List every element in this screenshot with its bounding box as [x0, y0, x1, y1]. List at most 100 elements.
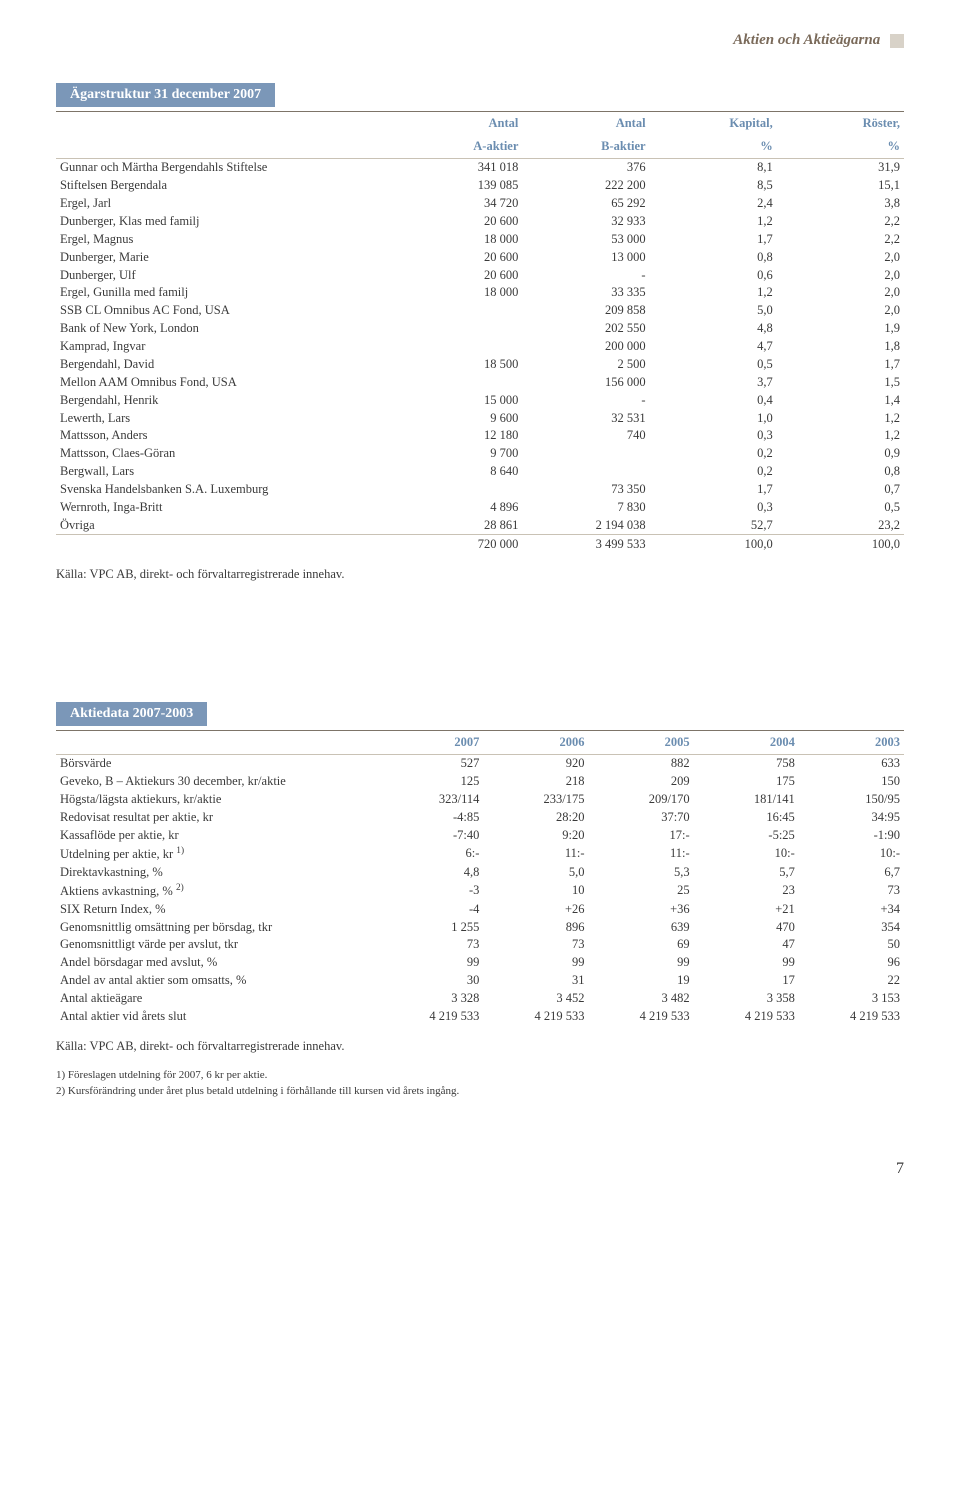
table-cell: 0,5 — [777, 498, 904, 516]
table-cell: 139 085 — [395, 177, 522, 195]
table-cell: 720 000 — [395, 535, 522, 553]
table-cell: 0,3 — [650, 427, 777, 445]
table-cell: 23 — [694, 881, 799, 900]
table-cell: 4 219 533 — [378, 1007, 483, 1025]
table-cell: Mattsson, Anders — [56, 427, 395, 445]
table-cell: Andel av antal aktier som omsatts, % — [56, 972, 378, 990]
table-cell: 2,0 — [777, 302, 904, 320]
table-cell: Wernroth, Inga-Britt — [56, 498, 395, 516]
table-cell: 10:- — [799, 844, 904, 863]
table-row: Ergel, Jarl34 72065 2922,43,8 — [56, 195, 904, 213]
table-cell: 15 000 — [395, 391, 522, 409]
table-cell: +36 — [589, 900, 694, 918]
table-cell: 175 — [694, 773, 799, 791]
table-cell: 740 — [522, 427, 649, 445]
column-header — [56, 731, 378, 754]
page-number: 7 — [56, 1160, 904, 1178]
table-cell: 8 640 — [395, 463, 522, 481]
table-cell: 896 — [483, 918, 588, 936]
table-cell: 50 — [799, 936, 904, 954]
table-cell: Mattsson, Claes-Göran — [56, 445, 395, 463]
table-cell: 28 861 — [395, 516, 522, 534]
table-cell: 12 180 — [395, 427, 522, 445]
table-cell: 202 550 — [522, 320, 649, 338]
table-cell: 1,4 — [777, 391, 904, 409]
table-cell: Bergendahl, David — [56, 355, 395, 373]
footnote-1: 1) Föreslagen utdelning för 2007, 6 kr p… — [56, 1068, 904, 1084]
table-cell: 23,2 — [777, 516, 904, 534]
table-row: Bergwall, Lars8 6400,20,8 — [56, 463, 904, 481]
table-cell: 0,2 — [650, 463, 777, 481]
table-cell: 10:- — [694, 844, 799, 863]
table-cell: 0,2 — [650, 445, 777, 463]
table-row: Bergendahl, Henrik15 000-0,41,4 — [56, 391, 904, 409]
column-subheader: A-aktier — [395, 135, 522, 158]
page-header: Aktien och Aktieägarna — [56, 32, 904, 49]
table-cell: 4 219 533 — [694, 1007, 799, 1025]
table-cell: -7:40 — [378, 826, 483, 844]
table-cell: 3 328 — [378, 990, 483, 1008]
table-cell: Genomsnittligt värde per avslut, tkr — [56, 936, 378, 954]
table-cell: 18 000 — [395, 230, 522, 248]
table-cell: 222 200 — [522, 177, 649, 195]
table-row: Mellon AAM Omnibus Fond, USA156 0003,71,… — [56, 373, 904, 391]
table-cell — [395, 320, 522, 338]
table-cell: +21 — [694, 900, 799, 918]
table-row: Aktiens avkastning, % 2)-310252373 — [56, 881, 904, 900]
table-cell: 6,7 — [799, 863, 904, 881]
table-cell — [395, 373, 522, 391]
table-cell: Genomsnittlig omsättning per börsdag, tk… — [56, 918, 378, 936]
table-cell: 100,0 — [650, 535, 777, 553]
table-row: Antal aktieägare3 3283 4523 4823 3583 15… — [56, 990, 904, 1008]
table-row: Kamprad, Ingvar200 0004,71,8 — [56, 338, 904, 356]
column-header: 2003 — [799, 731, 904, 754]
table-cell: 1,2 — [650, 212, 777, 230]
table-row: SSB CL Omnibus AC Fond, USA209 8585,02,0 — [56, 302, 904, 320]
table-cell: 376 — [522, 159, 649, 177]
table-cell: 3 452 — [483, 990, 588, 1008]
column-subheader: % — [650, 135, 777, 158]
table-cell: 3,7 — [650, 373, 777, 391]
table-cell: 209 — [589, 773, 694, 791]
table-cell: - — [522, 391, 649, 409]
table-cell: 209/170 — [589, 791, 694, 809]
table-row: Övriga28 8612 194 03852,723,2 — [56, 516, 904, 534]
table-cell: 6:- — [378, 844, 483, 863]
table-cell: 2,4 — [650, 195, 777, 213]
table-row: Utdelning per aktie, kr 1)6:-11:-11:-10:… — [56, 844, 904, 863]
table-cell: Svenska Handelsbanken S.A. Luxemburg — [56, 481, 395, 499]
ownership-source-note: Källa: VPC AB, direkt- och förvaltarregi… — [56, 567, 904, 582]
table-cell: 96 — [799, 954, 904, 972]
table-cell: 16:45 — [694, 809, 799, 827]
table-row: Börsvärde527920882758633 — [56, 755, 904, 773]
table-cell: 4,7 — [650, 338, 777, 356]
table-cell: 0,9 — [777, 445, 904, 463]
table-cell: 200 000 — [522, 338, 649, 356]
table-row: Antal aktier vid årets slut4 219 5334 21… — [56, 1007, 904, 1025]
table-cell: 323/114 — [378, 791, 483, 809]
table-cell: 354 — [799, 918, 904, 936]
column-header: Röster, — [777, 112, 904, 135]
table-cell: Direktavkastning, % — [56, 863, 378, 881]
table-cell: 28:20 — [483, 809, 588, 827]
table-cell: 30 — [378, 972, 483, 990]
table-cell: Ergel, Gunilla med familj — [56, 284, 395, 302]
table-cell: 31 — [483, 972, 588, 990]
table-row: Svenska Handelsbanken S.A. Luxemburg73 3… — [56, 481, 904, 499]
table-cell: 65 292 — [522, 195, 649, 213]
table-cell — [395, 338, 522, 356]
table-cell: 99 — [483, 954, 588, 972]
table-row: Lewerth, Lars9 60032 5311,01,2 — [56, 409, 904, 427]
table-cell: Övriga — [56, 516, 395, 534]
table-cell: Ergel, Jarl — [56, 195, 395, 213]
table-cell: 0,5 — [650, 355, 777, 373]
table-cell: Kassaflöde per aktie, kr — [56, 826, 378, 844]
table-cell: 0,3 — [650, 498, 777, 516]
table-cell: 4 896 — [395, 498, 522, 516]
table-cell: 13 000 — [522, 248, 649, 266]
table-cell: 1,2 — [777, 409, 904, 427]
table-cell: +34 — [799, 900, 904, 918]
table-cell: 341 018 — [395, 159, 522, 177]
table-cell: - — [522, 266, 649, 284]
table-cell: 1 255 — [378, 918, 483, 936]
